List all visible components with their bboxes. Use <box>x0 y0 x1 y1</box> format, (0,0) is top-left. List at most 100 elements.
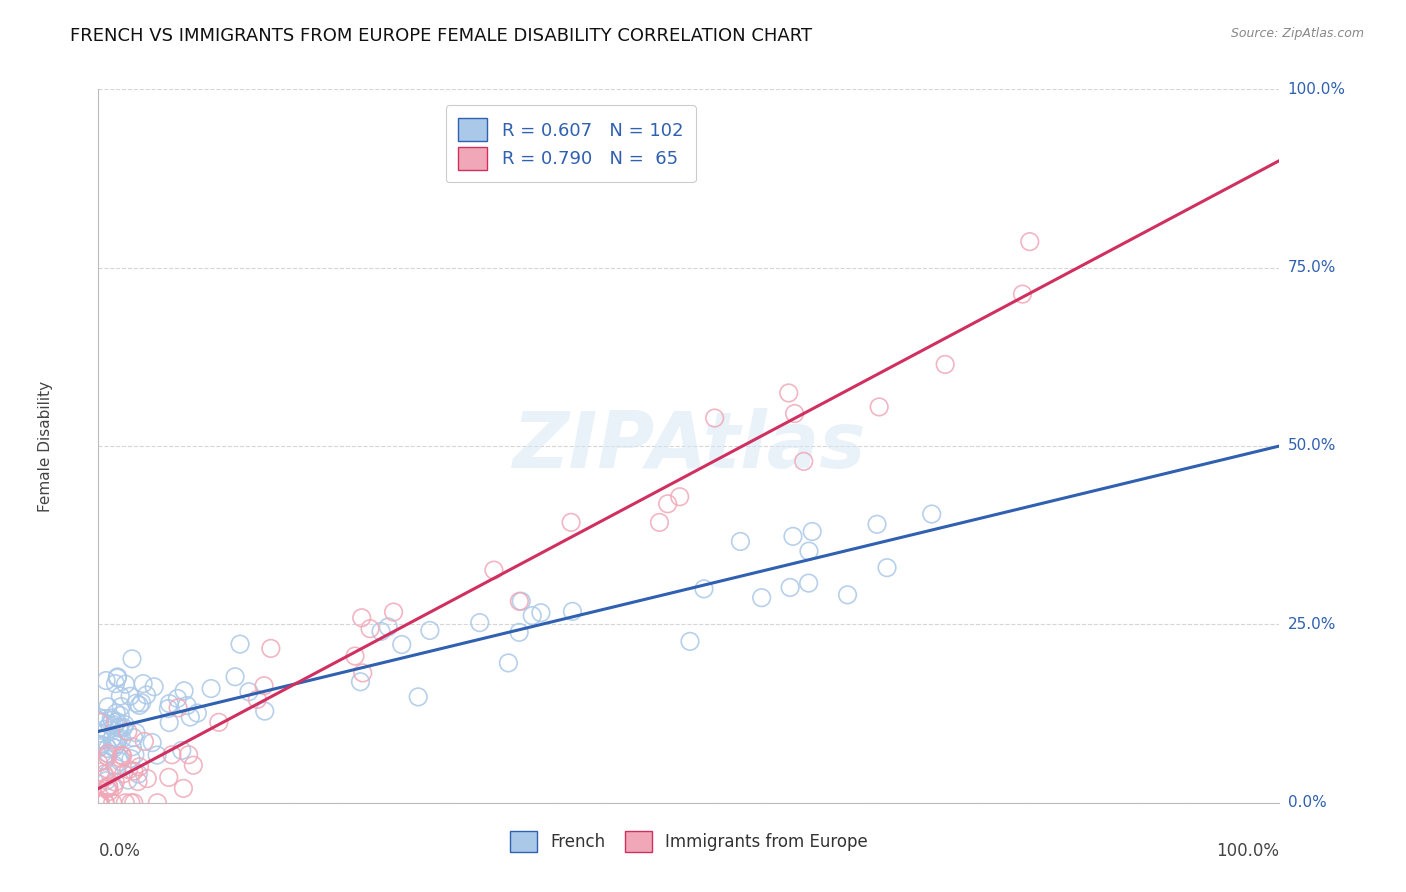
Point <box>110 751 132 765</box>
Point <box>114 677 136 691</box>
Point <box>253 679 276 693</box>
Point <box>89 796 111 810</box>
Point <box>105 714 128 729</box>
Point <box>98 718 121 732</box>
Point <box>801 524 824 539</box>
Point <box>89 740 111 755</box>
Point <box>166 691 188 706</box>
Point <box>120 796 142 810</box>
Point <box>146 747 169 762</box>
Point <box>693 582 716 596</box>
Legend: French, Immigrants from Europe: French, Immigrants from Europe <box>503 824 875 859</box>
Point <box>114 717 136 731</box>
Point <box>111 749 134 764</box>
Point <box>98 765 121 780</box>
Point <box>176 698 198 713</box>
Point <box>127 767 149 781</box>
Point <box>186 706 208 720</box>
Point <box>118 763 141 777</box>
Point <box>110 708 132 723</box>
Point <box>125 696 148 710</box>
Point <box>183 758 205 772</box>
Point <box>779 581 801 595</box>
Point <box>91 714 114 729</box>
Point <box>131 696 153 710</box>
Point <box>107 731 129 746</box>
Point <box>94 712 117 726</box>
Point <box>377 620 399 634</box>
Point <box>117 724 139 739</box>
Point <box>167 701 190 715</box>
Point <box>118 690 141 704</box>
Text: ZIPAtlas: ZIPAtlas <box>512 408 866 484</box>
Point <box>104 758 127 772</box>
Point <box>89 796 111 810</box>
Point <box>93 754 115 768</box>
Point <box>679 634 702 648</box>
Point <box>208 715 231 730</box>
Point <box>668 490 690 504</box>
Point <box>246 692 269 706</box>
Point <box>122 764 145 779</box>
Text: FRENCH VS IMMIGRANTS FROM EUROPE FEMALE DISABILITY CORRELATION CHART: FRENCH VS IMMIGRANTS FROM EUROPE FEMALE … <box>70 27 813 45</box>
Point <box>104 775 127 789</box>
Point <box>391 638 413 652</box>
Point <box>921 507 943 521</box>
Text: 0.0%: 0.0% <box>1288 796 1326 810</box>
Point <box>146 796 169 810</box>
Point <box>224 670 246 684</box>
Point <box>105 671 128 685</box>
Point <box>93 767 115 781</box>
Point <box>177 747 200 762</box>
Point <box>200 681 222 696</box>
Point <box>103 735 125 749</box>
Point <box>97 741 120 756</box>
Point <box>124 747 146 762</box>
Point <box>122 731 145 745</box>
Point <box>350 611 373 625</box>
Point <box>97 749 120 764</box>
Point <box>419 624 441 638</box>
Point <box>797 576 820 591</box>
Point <box>97 780 120 795</box>
Point <box>934 358 956 372</box>
Point <box>89 738 111 752</box>
Point <box>89 764 111 779</box>
Point <box>229 637 252 651</box>
Point <box>157 697 180 711</box>
Point <box>94 673 117 688</box>
Point <box>560 516 582 530</box>
Point <box>157 701 180 715</box>
Point <box>103 780 125 794</box>
Point <box>90 732 112 747</box>
Point <box>94 722 117 736</box>
Point <box>157 770 180 784</box>
Point <box>101 796 124 810</box>
Point <box>108 720 131 734</box>
Point <box>498 656 520 670</box>
Point <box>89 714 111 729</box>
Point <box>508 625 530 640</box>
Text: 0.0%: 0.0% <box>98 842 141 860</box>
Point <box>648 516 671 530</box>
Point <box>117 772 139 787</box>
Point <box>343 648 366 663</box>
Point <box>101 739 124 754</box>
Point <box>108 721 131 735</box>
Point <box>101 732 124 747</box>
Point <box>561 604 583 618</box>
Point <box>114 796 136 810</box>
Point <box>94 770 117 784</box>
Point <box>96 747 118 761</box>
Point <box>121 652 143 666</box>
Point <box>783 407 806 421</box>
Point <box>508 594 530 608</box>
Point <box>797 544 820 558</box>
Point <box>382 605 405 619</box>
Text: 25.0%: 25.0% <box>1288 617 1336 632</box>
Point <box>482 563 505 577</box>
Point <box>98 784 121 798</box>
Point <box>110 699 132 714</box>
Point <box>128 698 150 713</box>
Point <box>94 796 117 810</box>
